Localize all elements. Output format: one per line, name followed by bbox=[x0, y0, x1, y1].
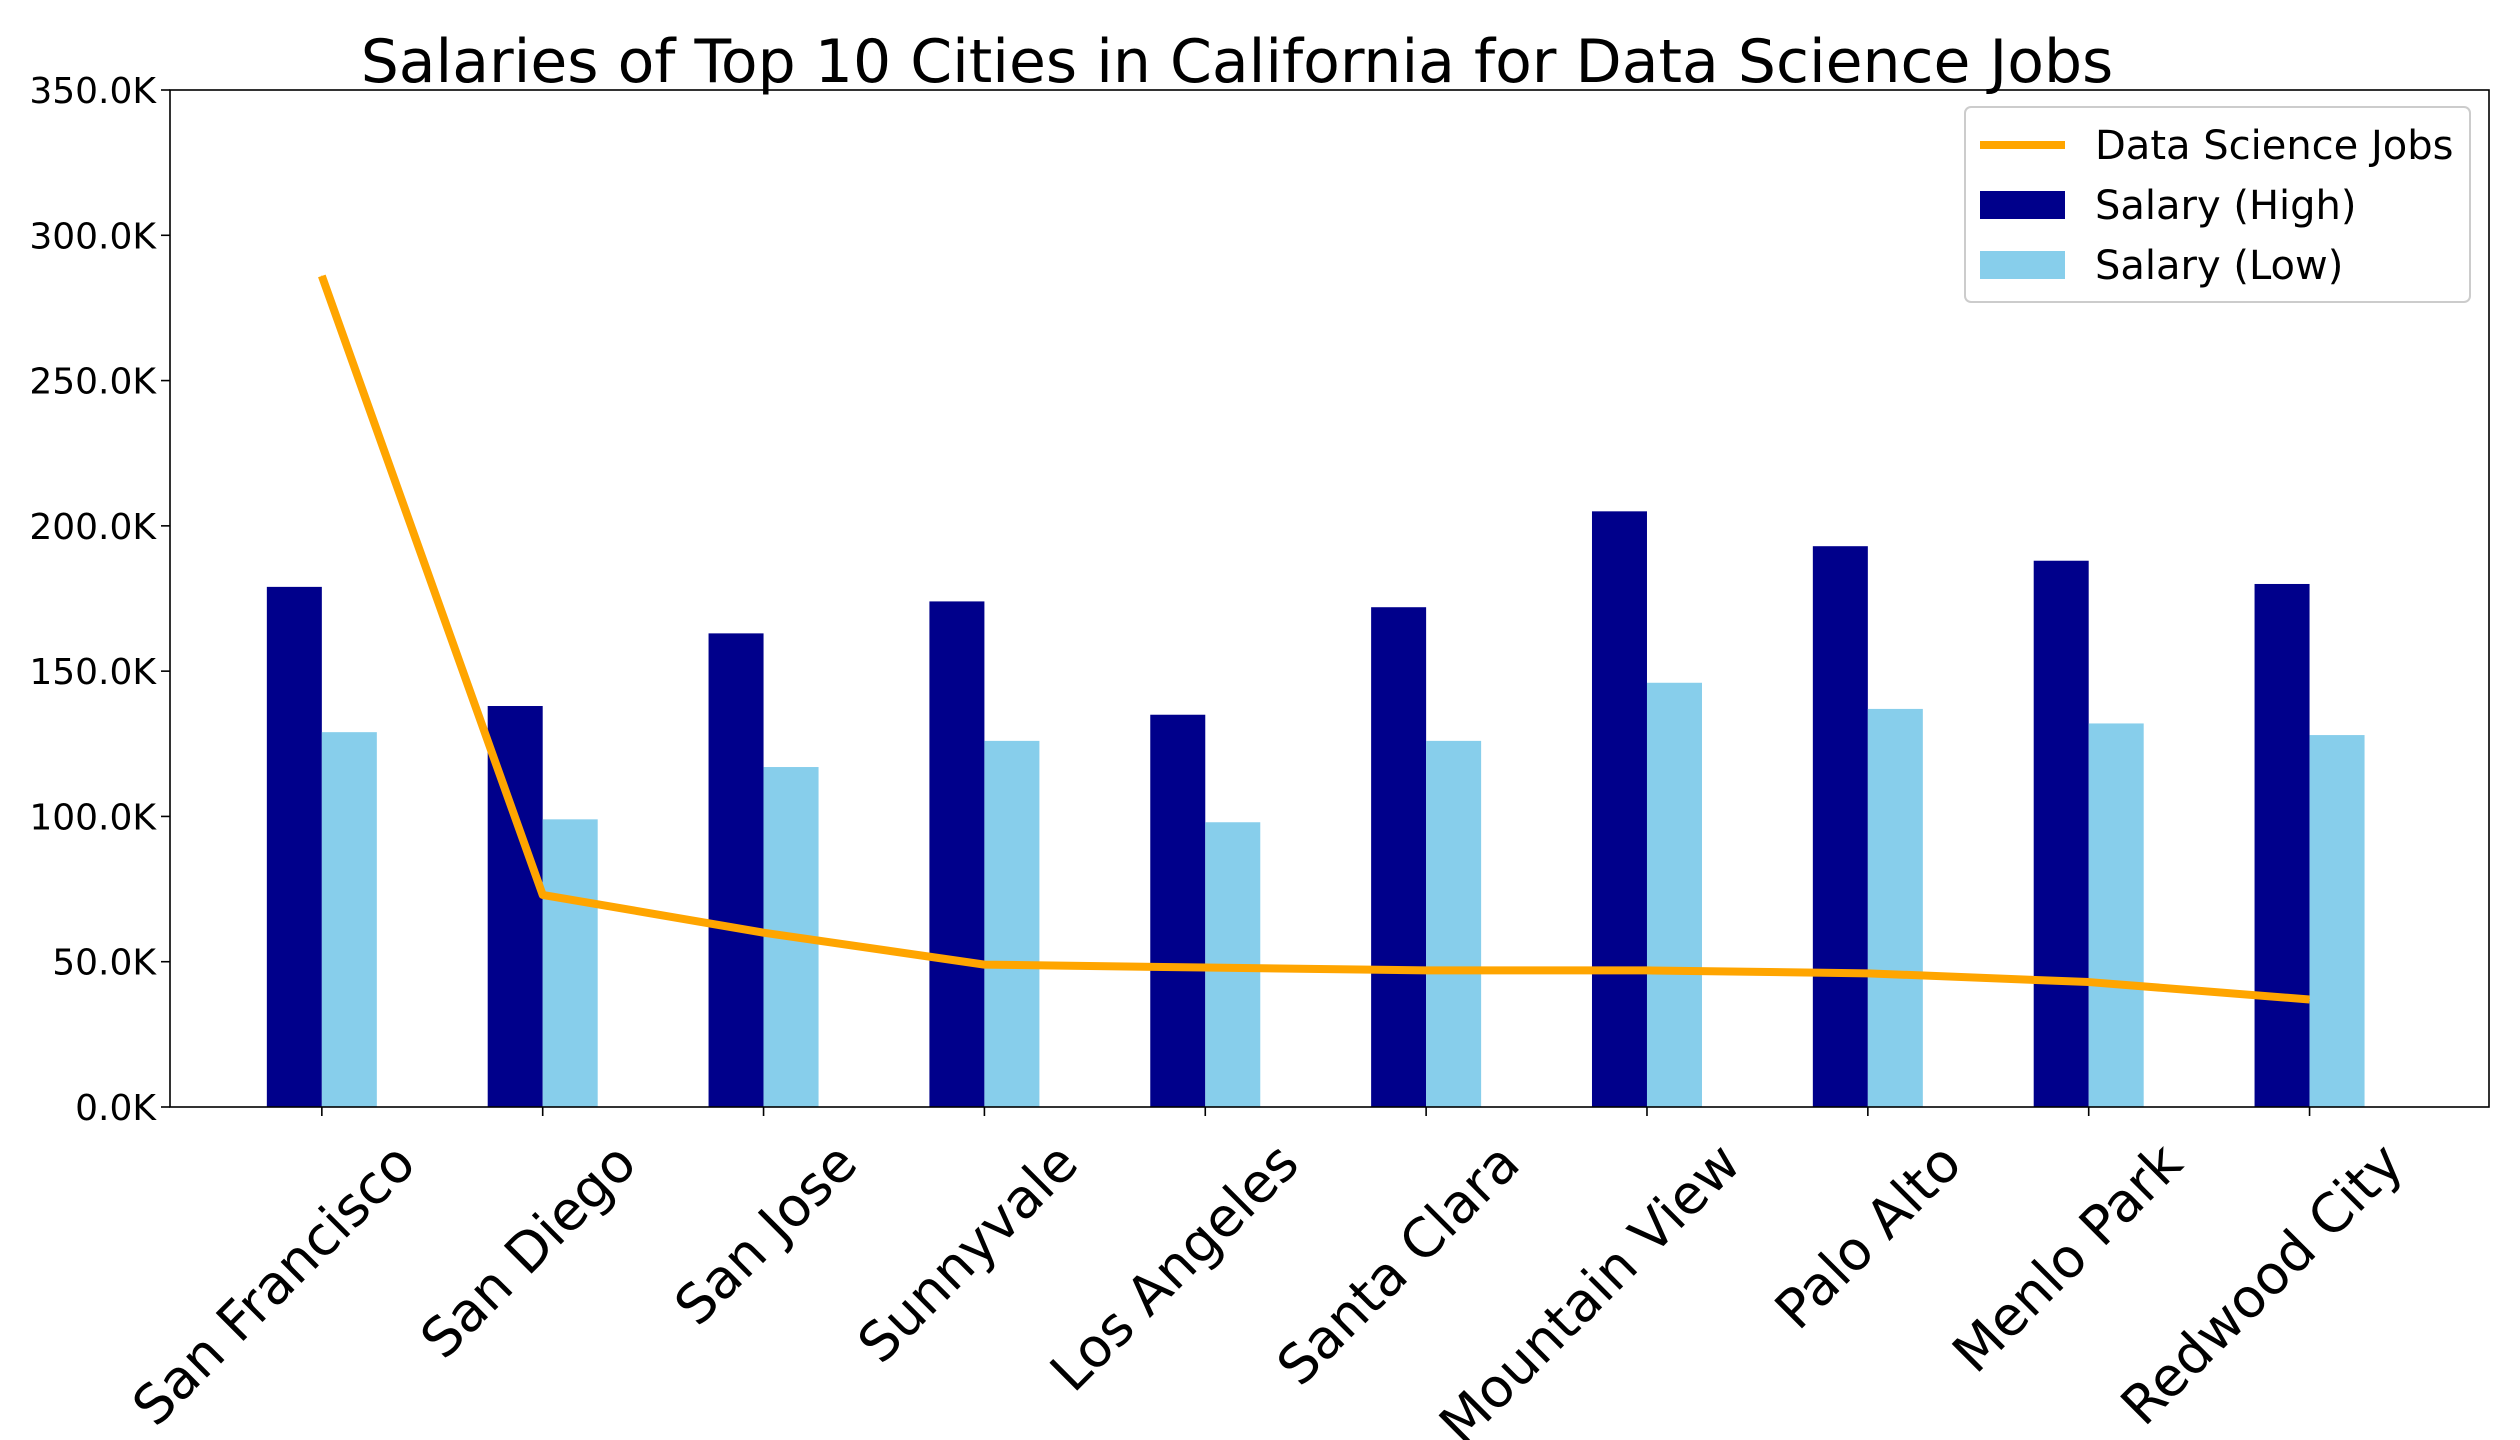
x-tick-label: Palo Alto bbox=[1763, 1131, 1973, 1341]
legend-swatch-salary-low bbox=[1980, 251, 2065, 279]
line-data-science-jobs bbox=[318, 274, 2310, 1004]
line-point-data-science-jobs bbox=[2309, 998, 2311, 1000]
bar-salary-high bbox=[1150, 714, 1206, 1107]
line-point-data-science-jobs bbox=[321, 275, 323, 277]
line-point-data-science-jobs bbox=[1204, 967, 1206, 969]
bars-layer bbox=[266, 511, 2365, 1107]
line-point-data-science-jobs bbox=[542, 894, 544, 896]
bar-salary-low bbox=[542, 819, 598, 1107]
legend-label-data-science-jobs: Data Science Jobs bbox=[2095, 123, 2454, 169]
bar-salary-low bbox=[321, 732, 377, 1107]
legend-box bbox=[1964, 106, 2471, 303]
line-point-data-science-jobs bbox=[2088, 981, 2090, 983]
bar-salary-high bbox=[708, 633, 764, 1107]
bar-salary-high bbox=[1591, 511, 1647, 1107]
line-point-data-science-jobs bbox=[763, 932, 765, 934]
y-tick-label: 150.0K bbox=[29, 652, 157, 693]
y-tick-label: 300.0K bbox=[29, 216, 157, 257]
bar-salary-high bbox=[2254, 583, 2310, 1107]
x-tick-label: San Diego bbox=[409, 1131, 649, 1371]
line-point-data-science-jobs bbox=[1867, 972, 1869, 974]
line-point-data-science-jobs bbox=[1646, 969, 1648, 971]
bar-salary-low bbox=[2088, 723, 2144, 1107]
y-tick-label: 50.0K bbox=[52, 943, 157, 984]
bar-salary-high bbox=[929, 601, 985, 1107]
y-tick-label: 350.0K bbox=[29, 71, 157, 112]
bar-salary-low bbox=[1426, 740, 1482, 1107]
bar-salary-low bbox=[2309, 735, 2365, 1107]
legend-label-salary-low: Salary (Low) bbox=[2095, 243, 2343, 289]
plot-frame bbox=[169, 89, 2490, 1108]
y-tick-label: 100.0K bbox=[29, 797, 157, 838]
legend-label-salary-high: Salary (High) bbox=[2095, 183, 2357, 229]
legend: Data Science Jobs Salary (High) Salary (Lo… bbox=[1964, 106, 2471, 303]
bar-salary-low bbox=[984, 740, 1040, 1107]
chart-title: Salaries of Top 10 Cities in California … bbox=[361, 27, 2114, 97]
bar-salary-high bbox=[1371, 607, 1427, 1107]
x-tick-label: Sunnyvale bbox=[846, 1131, 1090, 1375]
y-tick-label: 250.0K bbox=[29, 362, 157, 403]
line-layer bbox=[318, 274, 2311, 1004]
bar-salary-high bbox=[2033, 560, 2089, 1107]
legend-swatch-salary-high bbox=[1980, 191, 2065, 219]
y-tick-label: 0.0K bbox=[75, 1088, 157, 1129]
x-tick-label: San Francisco bbox=[120, 1131, 427, 1438]
bar-salary-high bbox=[266, 586, 322, 1107]
bar-salary-low bbox=[1867, 708, 1923, 1107]
line-point-data-science-jobs bbox=[1425, 969, 1427, 971]
y-tick-label: 200.0K bbox=[29, 507, 157, 548]
x-tick-label: San Jose bbox=[662, 1131, 869, 1338]
bar-salary-low bbox=[1646, 682, 1702, 1107]
bar-salary-high bbox=[1812, 546, 1868, 1107]
line-point-data-science-jobs bbox=[983, 964, 985, 966]
